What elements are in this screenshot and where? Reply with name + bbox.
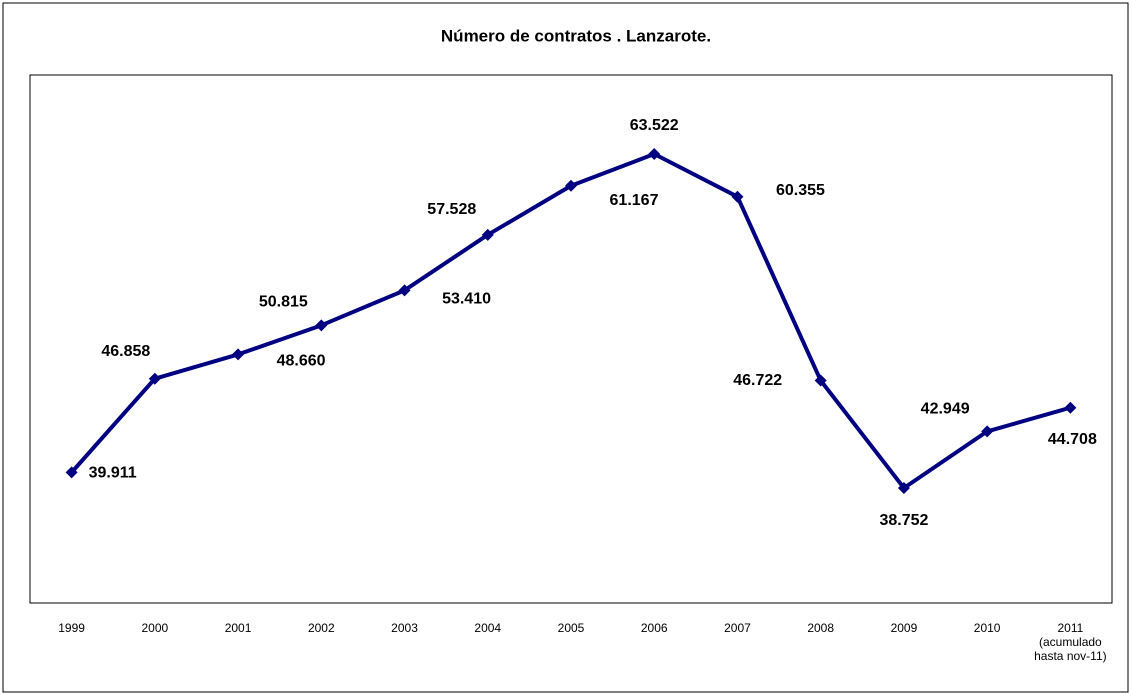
x-tick-label: 2004 bbox=[474, 621, 502, 635]
x-tick-label: 2002 bbox=[307, 621, 335, 635]
plot-area bbox=[29, 74, 1113, 604]
data-point bbox=[565, 179, 577, 192]
data-point bbox=[731, 190, 744, 203]
x-tick-label: 1999 bbox=[58, 621, 85, 635]
data-label: 63.522 bbox=[630, 117, 679, 134]
data-label: 60.355 bbox=[776, 182, 825, 199]
x-tick-label: 2000 bbox=[141, 621, 169, 635]
data-point bbox=[65, 466, 78, 479]
data-point bbox=[232, 348, 245, 361]
data-label: 46.722 bbox=[733, 372, 782, 389]
data-label: 39.911 bbox=[89, 465, 137, 482]
data-label: 53.410 bbox=[442, 291, 491, 308]
data-point bbox=[1064, 401, 1077, 414]
data-label: 46.858 bbox=[101, 343, 150, 360]
data-label: 57.528 bbox=[427, 201, 476, 218]
data-point bbox=[897, 482, 910, 494]
data-point bbox=[398, 284, 411, 297]
x-tick-label: 2001 bbox=[224, 621, 252, 635]
data-label: 38.752 bbox=[879, 512, 928, 529]
data-label: 48.660 bbox=[277, 353, 326, 370]
x-tick-label: 2007 bbox=[724, 621, 751, 635]
data-point bbox=[481, 228, 494, 241]
data-point bbox=[148, 372, 161, 385]
x-tick-label: 2005 bbox=[557, 621, 585, 635]
x-tick-label: 2006 bbox=[640, 621, 668, 635]
x-tick-label: 2008 bbox=[807, 621, 835, 635]
data-point bbox=[648, 148, 661, 160]
data-label: 44.708 bbox=[1048, 431, 1097, 448]
data-point bbox=[315, 319, 328, 332]
data-point bbox=[981, 425, 994, 438]
x-tick-label: 2011 (acumulado hasta nov-11) bbox=[1034, 621, 1107, 663]
x-tick-label: 2009 bbox=[890, 621, 918, 635]
data-label: 50.815 bbox=[259, 294, 308, 311]
data-point bbox=[814, 374, 827, 387]
data-label: 42.949 bbox=[921, 401, 970, 418]
data-label: 61.167 bbox=[610, 192, 659, 209]
chart-title: Número de contratos . Lanzarote. bbox=[441, 26, 711, 45]
x-tick-label: 2003 bbox=[391, 621, 418, 635]
x-tick-label: 2010 bbox=[973, 621, 1001, 635]
